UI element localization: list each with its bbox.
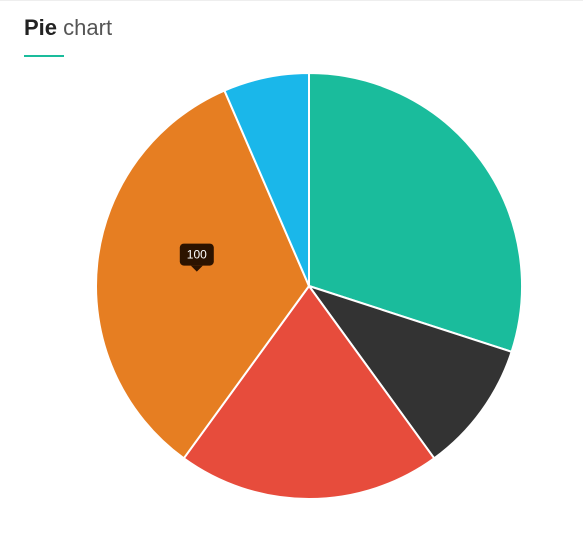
tooltip-arrow [190,265,203,272]
heading-underline [24,55,64,57]
chart-heading: Pie chart [24,14,112,42]
pie-slice-3[interactable] [182,285,436,500]
pie-slice-1[interactable] [308,72,523,353]
pie-slice-4[interactable] [95,89,310,460]
pie-slice-5[interactable] [223,72,310,287]
pie-slice-2[interactable] [308,285,513,460]
pie-slices [95,72,523,500]
tooltip-value: 100 [187,248,207,262]
value-tooltip: 100 [179,243,214,272]
heading-light-word: chart [63,15,113,40]
tooltip-box [179,243,214,266]
top-divider [0,0,583,1]
heading-bold-word: Pie [24,15,58,40]
